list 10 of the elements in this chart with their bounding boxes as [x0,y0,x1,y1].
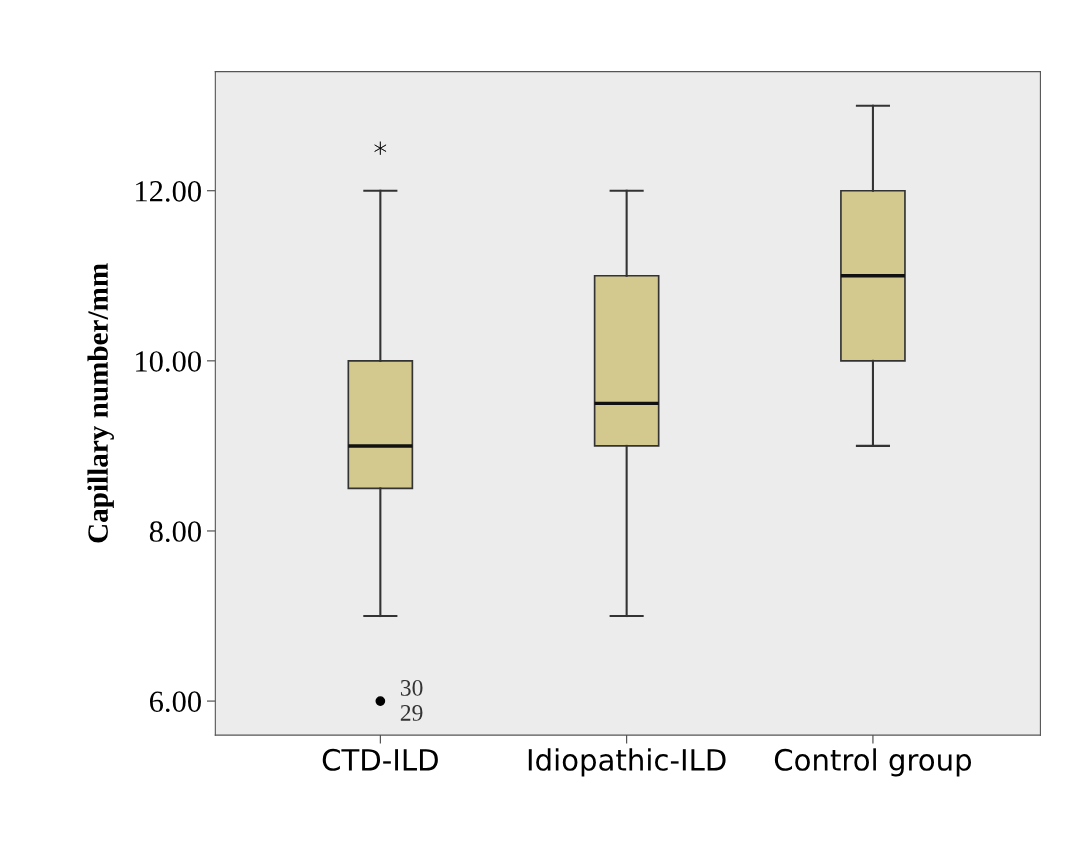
x-tick-label: CTD-ILD [322,748,438,771]
y-tick-label: 12.00 [136,181,201,202]
y-tick-label: 6.00 [149,691,201,713]
annotation: 29 [400,705,423,721]
annotation: 30 [400,679,423,696]
x-tick-label: Control group [774,748,972,777]
x-tick-label: Idiopathic-ILD [528,748,726,777]
y-axis-title: Capillary number/mm [87,263,114,543]
y-tick-label: 10.00 [136,351,201,372]
y-tick-label: 8.00 [149,521,201,542]
